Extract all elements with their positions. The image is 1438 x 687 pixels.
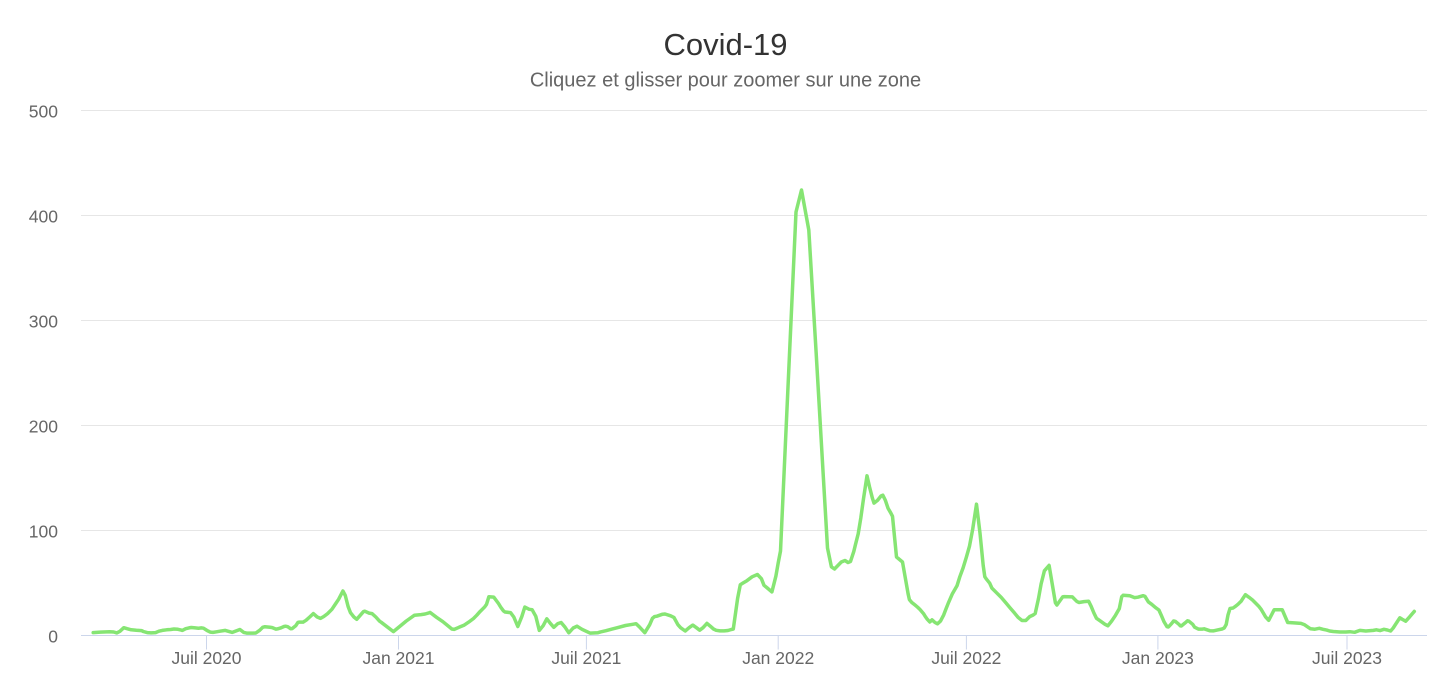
svg-text:100: 100 xyxy=(29,522,58,542)
svg-text:Juil 2023: Juil 2023 xyxy=(1312,648,1382,668)
svg-text:Juil 2020: Juil 2020 xyxy=(171,648,241,668)
svg-text:Juil 2021: Juil 2021 xyxy=(551,648,621,668)
svg-text:Jan 2022: Jan 2022 xyxy=(742,648,814,668)
svg-text:500: 500 xyxy=(29,102,58,122)
svg-text:Juil 2022: Juil 2022 xyxy=(931,648,1001,668)
svg-text:0: 0 xyxy=(48,627,58,647)
svg-text:Jan 2021: Jan 2021 xyxy=(362,648,434,668)
svg-text:Jan 2023: Jan 2023 xyxy=(1122,648,1194,668)
svg-text:Covid-19: Covid-19 xyxy=(663,27,787,62)
svg-text:400: 400 xyxy=(29,207,58,227)
svg-text:200: 200 xyxy=(29,417,58,437)
svg-text:Cliquez et glisser pour zoomer: Cliquez et glisser pour zoomer sur une z… xyxy=(530,70,921,92)
svg-text:300: 300 xyxy=(29,312,58,332)
